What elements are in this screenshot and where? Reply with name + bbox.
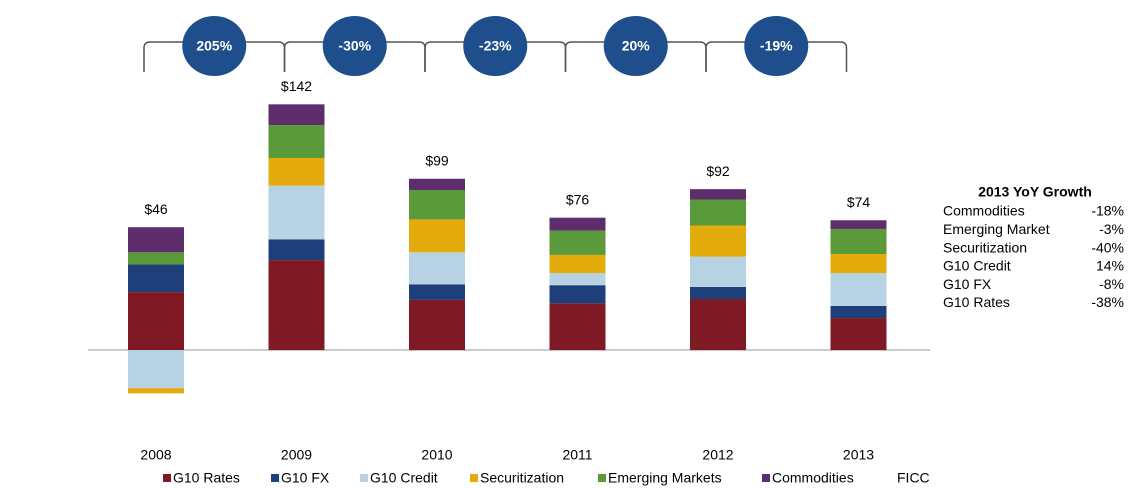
total-label: $92 xyxy=(706,163,730,179)
x-tick-label: 2008 xyxy=(140,447,171,463)
bar-segment xyxy=(268,260,325,351)
bar-segment xyxy=(690,286,746,300)
bar-segment xyxy=(128,292,184,351)
bar-segment xyxy=(690,299,746,351)
bar-segment xyxy=(690,256,746,287)
table-name: G10 Credit xyxy=(943,258,1011,274)
table-value: -38% xyxy=(1091,294,1124,310)
bar-segment xyxy=(268,125,325,158)
legend-label: Commodities xyxy=(772,470,854,486)
bar-segment xyxy=(549,273,606,286)
bar-segment xyxy=(690,225,746,257)
legend-label: G10 Rates xyxy=(173,470,240,486)
growth-bubble xyxy=(463,16,528,76)
legend-swatch xyxy=(163,474,171,482)
x-tick-label: 2009 xyxy=(281,447,312,463)
bar-segment xyxy=(409,219,465,253)
bar-segment xyxy=(549,303,606,351)
bar-segment xyxy=(830,318,887,351)
bar-segment xyxy=(549,217,606,231)
bar-segment xyxy=(409,178,465,191)
bar-segment xyxy=(128,264,184,293)
legend-title: FICC xyxy=(897,470,930,486)
x-tick-label: 2013 xyxy=(843,447,874,463)
legend-swatch xyxy=(360,474,368,482)
growth-label: -30% xyxy=(338,38,371,54)
legend-label: G10 Credit xyxy=(370,470,438,486)
table-name: G10 Rates xyxy=(943,294,1010,310)
growth-bubble xyxy=(603,16,668,76)
total-label: $76 xyxy=(566,191,590,207)
x-tick-label: 2010 xyxy=(421,447,452,463)
legend-label: Securitization xyxy=(480,470,564,486)
table-value: -3% xyxy=(1099,221,1124,237)
growth-label: 205% xyxy=(196,38,232,54)
growth-label: -23% xyxy=(479,38,512,54)
bar-segment xyxy=(690,189,746,200)
bar-segment xyxy=(830,273,887,306)
bar-segment xyxy=(549,230,606,255)
legend-swatch xyxy=(598,474,606,482)
legend-swatch xyxy=(762,474,770,482)
bar-segment xyxy=(268,104,325,126)
table-name: Securitization xyxy=(943,239,1027,255)
growth-bubble xyxy=(322,16,387,76)
total-label: $74 xyxy=(847,194,871,210)
table-value: -40% xyxy=(1091,239,1124,255)
x-tick-label: 2011 xyxy=(562,447,592,463)
bar-segment xyxy=(128,350,184,389)
table-title: 2013 YoY Growth xyxy=(978,184,1092,200)
table-value: -8% xyxy=(1099,276,1124,292)
growth-bubble xyxy=(744,16,809,76)
bar-segment xyxy=(830,305,887,319)
bar-segment xyxy=(268,157,325,186)
total-label: $99 xyxy=(425,152,449,168)
bar-segment xyxy=(128,252,184,265)
x-tick-label: 2012 xyxy=(702,447,733,463)
bar-segment xyxy=(128,388,184,394)
bar-segment xyxy=(268,185,325,240)
growth-label: -19% xyxy=(760,38,793,54)
table-value: -18% xyxy=(1091,203,1124,219)
bar-segment xyxy=(830,220,887,229)
bar-segment xyxy=(268,239,325,261)
legend-swatch xyxy=(271,474,279,482)
legend-swatch xyxy=(470,474,478,482)
bar-segment xyxy=(830,228,887,255)
legend-label: G10 FX xyxy=(281,470,330,486)
legend-label: Emerging Markets xyxy=(608,470,722,486)
growth-label: 20% xyxy=(622,38,651,54)
table-name: Commodities xyxy=(943,203,1025,219)
total-label: $46 xyxy=(144,201,168,217)
table-name: Emerging Market xyxy=(943,221,1050,237)
table-name: G10 FX xyxy=(943,276,992,292)
table-value: 14% xyxy=(1096,258,1124,274)
bar-segment xyxy=(409,252,465,285)
bar-segment xyxy=(409,299,465,351)
bar-segment xyxy=(409,284,465,300)
bar-segment xyxy=(690,199,746,226)
bar-segment xyxy=(128,227,184,253)
bar-segment xyxy=(549,254,606,274)
total-label: $142 xyxy=(281,78,312,94)
bar-segment xyxy=(549,285,606,304)
bar-segment xyxy=(409,190,465,220)
bar-segment xyxy=(830,254,887,274)
growth-bubble xyxy=(182,16,247,76)
